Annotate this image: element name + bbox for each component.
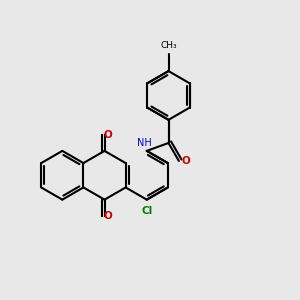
Text: Cl: Cl <box>141 206 152 216</box>
Text: NH: NH <box>137 139 152 148</box>
Text: O: O <box>104 211 112 221</box>
Text: O: O <box>104 130 112 140</box>
Text: O: O <box>182 156 190 166</box>
Text: CH₃: CH₃ <box>160 40 177 50</box>
